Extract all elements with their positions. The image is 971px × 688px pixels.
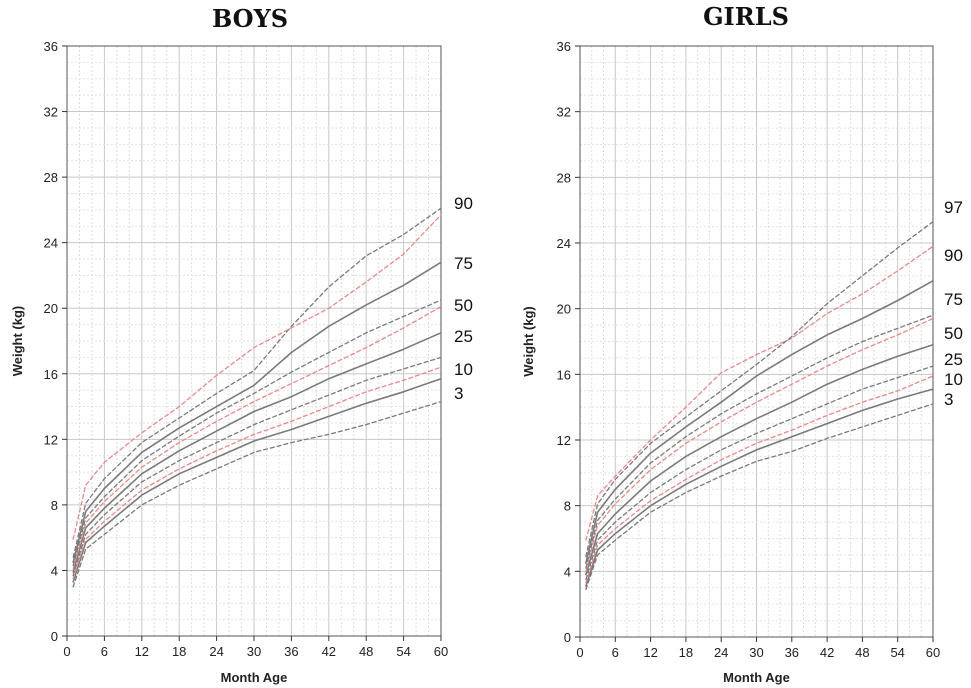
- y-tick-label: 28: [44, 170, 58, 185]
- y-tick-label: 0: [564, 630, 571, 645]
- x-axis-label: Month Age: [723, 670, 790, 685]
- chart-title: GIRLS: [703, 2, 789, 31]
- percentile-label-50: 50: [944, 324, 963, 343]
- series-line-unlabeled: [72, 305, 442, 570]
- series-line-unlabeled: [585, 343, 934, 576]
- y-axis-label: Weight (kg): [521, 306, 536, 377]
- percentile-label-75: 75: [454, 254, 473, 273]
- percentile-label-90: 90: [944, 246, 963, 265]
- series-line-unlabeled: [585, 375, 934, 584]
- series-line-unlabeled: [72, 356, 442, 577]
- x-tick-label: 18: [679, 645, 693, 660]
- y-tick-label: 0: [51, 629, 58, 644]
- y-tick-label: 4: [51, 563, 58, 578]
- y-axis-label: Weight (kg): [10, 306, 25, 377]
- percentile-label-25: 25: [454, 327, 473, 346]
- series-line-p50: [585, 317, 934, 572]
- grid: [66, 45, 442, 637]
- x-tick-label: 42: [322, 644, 336, 659]
- percentile-label-75: 75: [944, 290, 963, 309]
- x-tick-label: 24: [714, 645, 728, 660]
- series-line-p25: [585, 365, 934, 581]
- y-tick-label: 24: [557, 236, 571, 251]
- x-tick-label: 18: [172, 644, 186, 659]
- x-tick-label: 60: [434, 644, 448, 659]
- x-tick-label: 30: [749, 645, 763, 660]
- y-tick-label: 36: [44, 39, 58, 54]
- y-tick-label: 8: [564, 499, 571, 514]
- series-line-p90: [585, 245, 934, 541]
- series-line-p10: [585, 388, 934, 587]
- x-tick-label: 30: [247, 644, 261, 659]
- y-tick-label: 8: [51, 498, 58, 513]
- series-line-p90: [72, 214, 442, 540]
- x-tick-label: 36: [284, 644, 298, 659]
- x-tick-label: 6: [612, 645, 619, 660]
- series-line-p75: [72, 261, 442, 564]
- percentile-label-10: 10: [454, 360, 473, 379]
- series-line-p25: [72, 331, 442, 573]
- series-line-p3: [72, 400, 442, 588]
- chart-title: BOYS: [212, 4, 288, 33]
- y-tick-label: 28: [557, 170, 571, 185]
- x-tick-label: 48: [855, 645, 869, 660]
- series-line-unlabeled: [72, 366, 442, 580]
- percentile-label-90: 90: [454, 194, 473, 213]
- y-tick-label: 12: [44, 432, 58, 447]
- x-tick-label: 12: [135, 644, 149, 659]
- y-tick-label: 32: [44, 105, 58, 120]
- series-line-p3: [585, 403, 934, 591]
- series-line-p97: [585, 221, 934, 558]
- y-tick-label: 20: [557, 302, 571, 317]
- y-tick-label: 32: [557, 105, 571, 120]
- x-tick-label: 48: [359, 644, 373, 659]
- y-tick-label: 24: [44, 236, 58, 251]
- x-tick-label: 0: [63, 644, 70, 659]
- x-tick-label: 24: [209, 644, 223, 659]
- series-line-unlabeled: [585, 314, 934, 569]
- x-tick-label: 6: [101, 644, 108, 659]
- percentile-label-97: 97: [944, 198, 963, 217]
- y-tick-label: 20: [44, 301, 58, 316]
- y-tick-label: 12: [557, 433, 571, 448]
- x-tick-label: 0: [576, 645, 583, 660]
- percentile-label-25: 25: [944, 350, 963, 369]
- x-tick-label: 36: [785, 645, 799, 660]
- y-tick-label: 16: [557, 367, 571, 382]
- x-axis-label: Month Age: [221, 670, 288, 685]
- x-tick-label: 60: [926, 645, 940, 660]
- series-line-p10: [72, 377, 442, 583]
- percentile-label-3: 3: [944, 390, 953, 409]
- x-tick-label: 54: [396, 644, 410, 659]
- x-tick-label: 42: [820, 645, 834, 660]
- series-line-p50: [72, 299, 442, 567]
- grid: [579, 45, 934, 638]
- series-line-unlabeled: [72, 207, 442, 558]
- y-tick-label: 36: [557, 39, 571, 54]
- y-tick-label: 16: [44, 367, 58, 382]
- percentile-label-10: 10: [944, 370, 963, 389]
- percentile-label-3: 3: [454, 384, 463, 403]
- x-tick-label: 12: [643, 645, 657, 660]
- y-tick-label: 4: [564, 564, 571, 579]
- series-line-p75: [585, 279, 934, 564]
- percentile-label-50: 50: [454, 296, 473, 315]
- x-tick-label: 54: [890, 645, 904, 660]
